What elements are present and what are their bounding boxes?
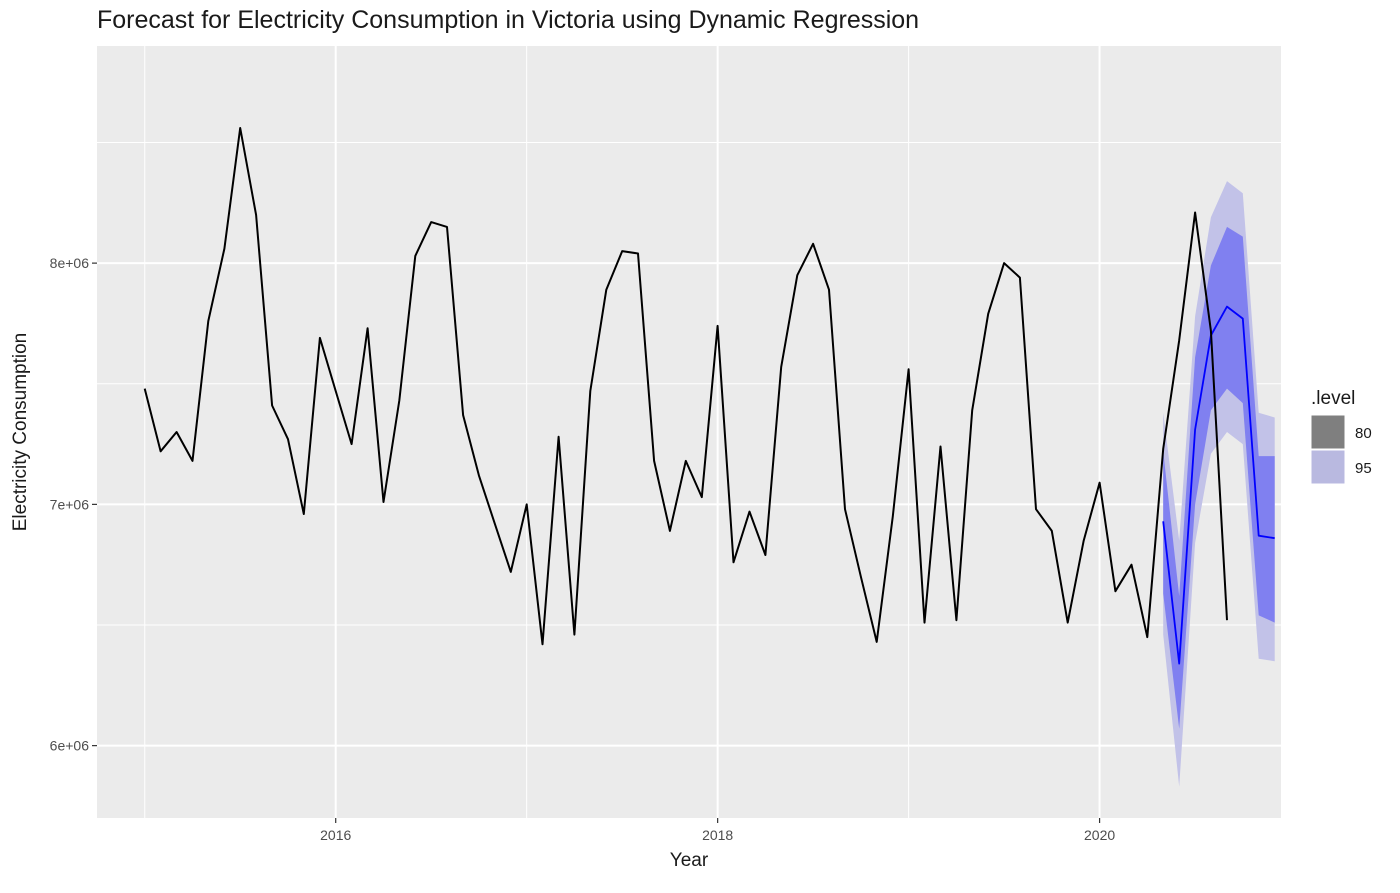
x-axis-title: Year	[670, 850, 709, 871]
series-lines	[143, 127, 1275, 665]
legend-label-80: 80	[1355, 425, 1372, 442]
interval-bands	[1163, 181, 1275, 787]
chart-title: Forecast for Electricity Consumption in …	[97, 6, 920, 34]
x-tick-label: 2018	[702, 827, 733, 843]
y-axis-title: Electricity Consumption	[10, 333, 31, 532]
observed-line	[143, 127, 1228, 646]
grid-major	[97, 46, 1281, 818]
x-tick-label: 2020	[1084, 827, 1115, 843]
forecast-line	[1162, 305, 1275, 665]
y-tick-label: 8e+06	[50, 255, 90, 271]
grid-minor	[97, 46, 1281, 818]
legend-key-80	[1310, 414, 1346, 450]
interval-80-band	[1163, 226, 1275, 729]
y-tick-label: 6e+06	[50, 738, 90, 754]
x-tick-label: 2016	[320, 827, 351, 843]
y-tick-label: 7e+06	[50, 496, 90, 512]
axes: 2016 2018 2020 6e+06 7e+06 8e+06	[50, 255, 1116, 843]
legend-title: .level	[1311, 388, 1355, 409]
legend-label-95: 95	[1355, 460, 1372, 477]
plot-panel	[97, 46, 1281, 818]
legend-key-95	[1310, 449, 1346, 485]
